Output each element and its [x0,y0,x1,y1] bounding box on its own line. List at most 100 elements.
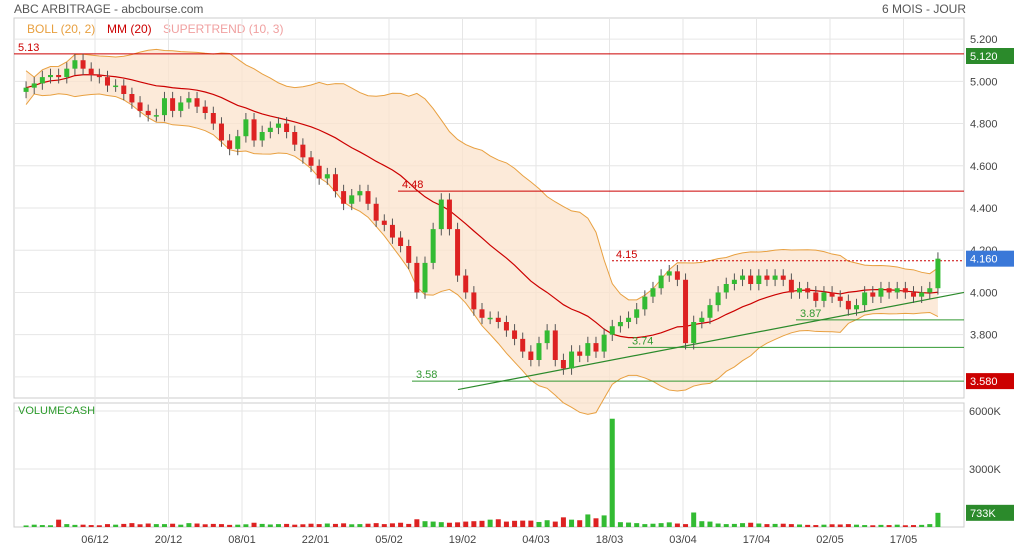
candle-body [829,292,835,297]
candle-body [389,224,395,238]
candle-body [512,330,518,339]
candle-body [113,85,119,88]
candle-body [715,292,721,306]
candle-body [47,75,53,78]
price-tick-label: 4.400 [970,203,998,215]
candle-body [64,68,70,78]
candle-body [153,115,159,117]
volume-bar [31,524,37,527]
candle-body [536,343,542,360]
volume-bar [520,520,526,527]
candle-body [292,132,298,145]
volume-bar [227,524,233,527]
candle-body [902,288,908,293]
candle-body [650,288,656,297]
candle-body [674,271,680,280]
volume-bar [381,524,387,527]
x-tick-label: 05/02 [375,534,403,546]
candle-body [528,351,534,360]
candle-body [772,275,778,280]
legend-mm: MM (20) [107,22,152,36]
volume-bar [72,524,78,527]
candle-body [235,136,241,149]
candle-body [381,220,387,225]
volume-bar [552,521,558,527]
candle-body [707,305,713,318]
candle-body [837,296,843,301]
volume-bar [878,524,884,527]
candle-body [194,98,200,107]
price-tag [966,48,1014,64]
volume-bar [919,524,925,527]
candle-body [520,338,526,352]
volume-bar [170,523,176,527]
candle-body [186,98,192,103]
candle-body [691,322,697,344]
volume-bar [577,520,583,527]
x-tick-label: 18/03 [596,534,624,546]
candle-body [821,292,827,301]
volume-bar [683,524,689,527]
level-label: 3.87 [800,308,821,320]
volume-bar [560,517,566,527]
candle-body [927,288,933,293]
volume-bar [64,524,70,527]
legend-boll: BOLL (20, 2) [27,22,96,36]
volume-bar [96,525,102,527]
candle-body [455,229,461,276]
price-tick-label: 5.000 [970,76,998,88]
candle-body [137,102,143,111]
volume-bar [365,523,371,527]
volume-bar [218,524,224,527]
price-tick-label: 5.200 [970,34,998,46]
volume-bar [813,525,819,527]
volume-bar [161,524,167,527]
price-tag-label: 5.120 [970,51,998,63]
volume-bar [39,525,45,527]
x-tick-label: 17/04 [743,534,771,546]
volume-bar [373,523,379,527]
volume-bar [528,520,534,527]
candle-body [422,262,428,293]
volume-bar [243,524,249,527]
volume-bar [772,523,778,527]
volume-label: VOLUMECASH [18,405,95,417]
candle-body [919,292,925,297]
x-tick-label: 03/04 [669,534,697,546]
x-tick-label: 06/12 [81,534,109,546]
candle-body [365,191,371,204]
volume-bar [137,524,143,527]
x-tick-label: 08/01 [228,534,256,546]
x-tick-label: 04/03 [522,534,550,546]
volume-bar [837,524,843,527]
candle-body [463,275,469,293]
volume-bar [935,512,941,527]
candle-body [748,275,754,284]
volume-bar [569,519,575,527]
candle-body [788,279,794,293]
volume-bar [259,523,265,527]
volume-bar [349,524,355,527]
volume-bar [194,523,200,527]
volume-panel-frame [13,402,965,528]
candle-body [104,77,110,86]
volume-bar [829,524,835,527]
candle-body [911,292,917,297]
volume-bar [707,521,713,527]
candle-body [626,317,632,322]
candle-body [438,199,444,230]
candle-body [284,123,290,132]
candle-body [886,288,892,293]
volume-bar [691,512,697,527]
candle-body [121,85,127,94]
volume-bar [902,525,908,527]
x-tick-label: 02/05 [816,534,844,546]
level-label: 3.58 [416,369,437,381]
volume-bar [658,523,664,527]
volume-bar [430,521,436,527]
volume-bar [300,524,306,527]
volume-bar [748,522,754,527]
volume-bar [715,523,721,527]
candle-body [601,334,607,352]
period-label: 6 MOIS - JOUR [881,2,966,16]
